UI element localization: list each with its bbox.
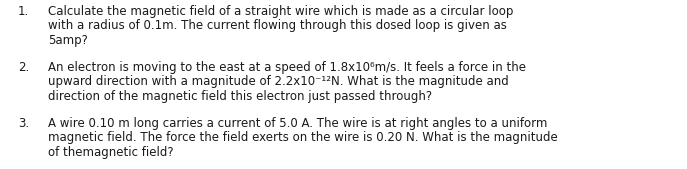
Text: upward direction with a magnitude of 2.2x10⁻¹²N. What is the magnitude and: upward direction with a magnitude of 2.2… [48,76,509,89]
Text: direction of the magnetic field this electron just passed through?: direction of the magnetic field this ele… [48,90,432,103]
Text: 1.: 1. [18,5,30,18]
Text: An electron is moving to the east at a speed of 1.8x10⁶m/s. It feels a force in : An electron is moving to the east at a s… [48,61,526,74]
Text: 3.: 3. [18,117,29,130]
Text: A wire 0.10 m long carries a current of 5.0 A. The wire is at right angles to a : A wire 0.10 m long carries a current of … [48,117,548,130]
Text: of themagnetic field?: of themagnetic field? [48,146,174,159]
Text: 5amp?: 5amp? [48,34,88,47]
Text: with a radius of 0.1m. The current flowing through this dosed loop is given as: with a radius of 0.1m. The current flowi… [48,19,507,32]
Text: 2.: 2. [18,61,30,74]
Text: Calculate the magnetic field of a straight wire which is made as a circular loop: Calculate the magnetic field of a straig… [48,5,513,18]
Text: magnetic field. The force the field exerts on the wire is 0.20 N. What is the ma: magnetic field. The force the field exer… [48,131,558,144]
